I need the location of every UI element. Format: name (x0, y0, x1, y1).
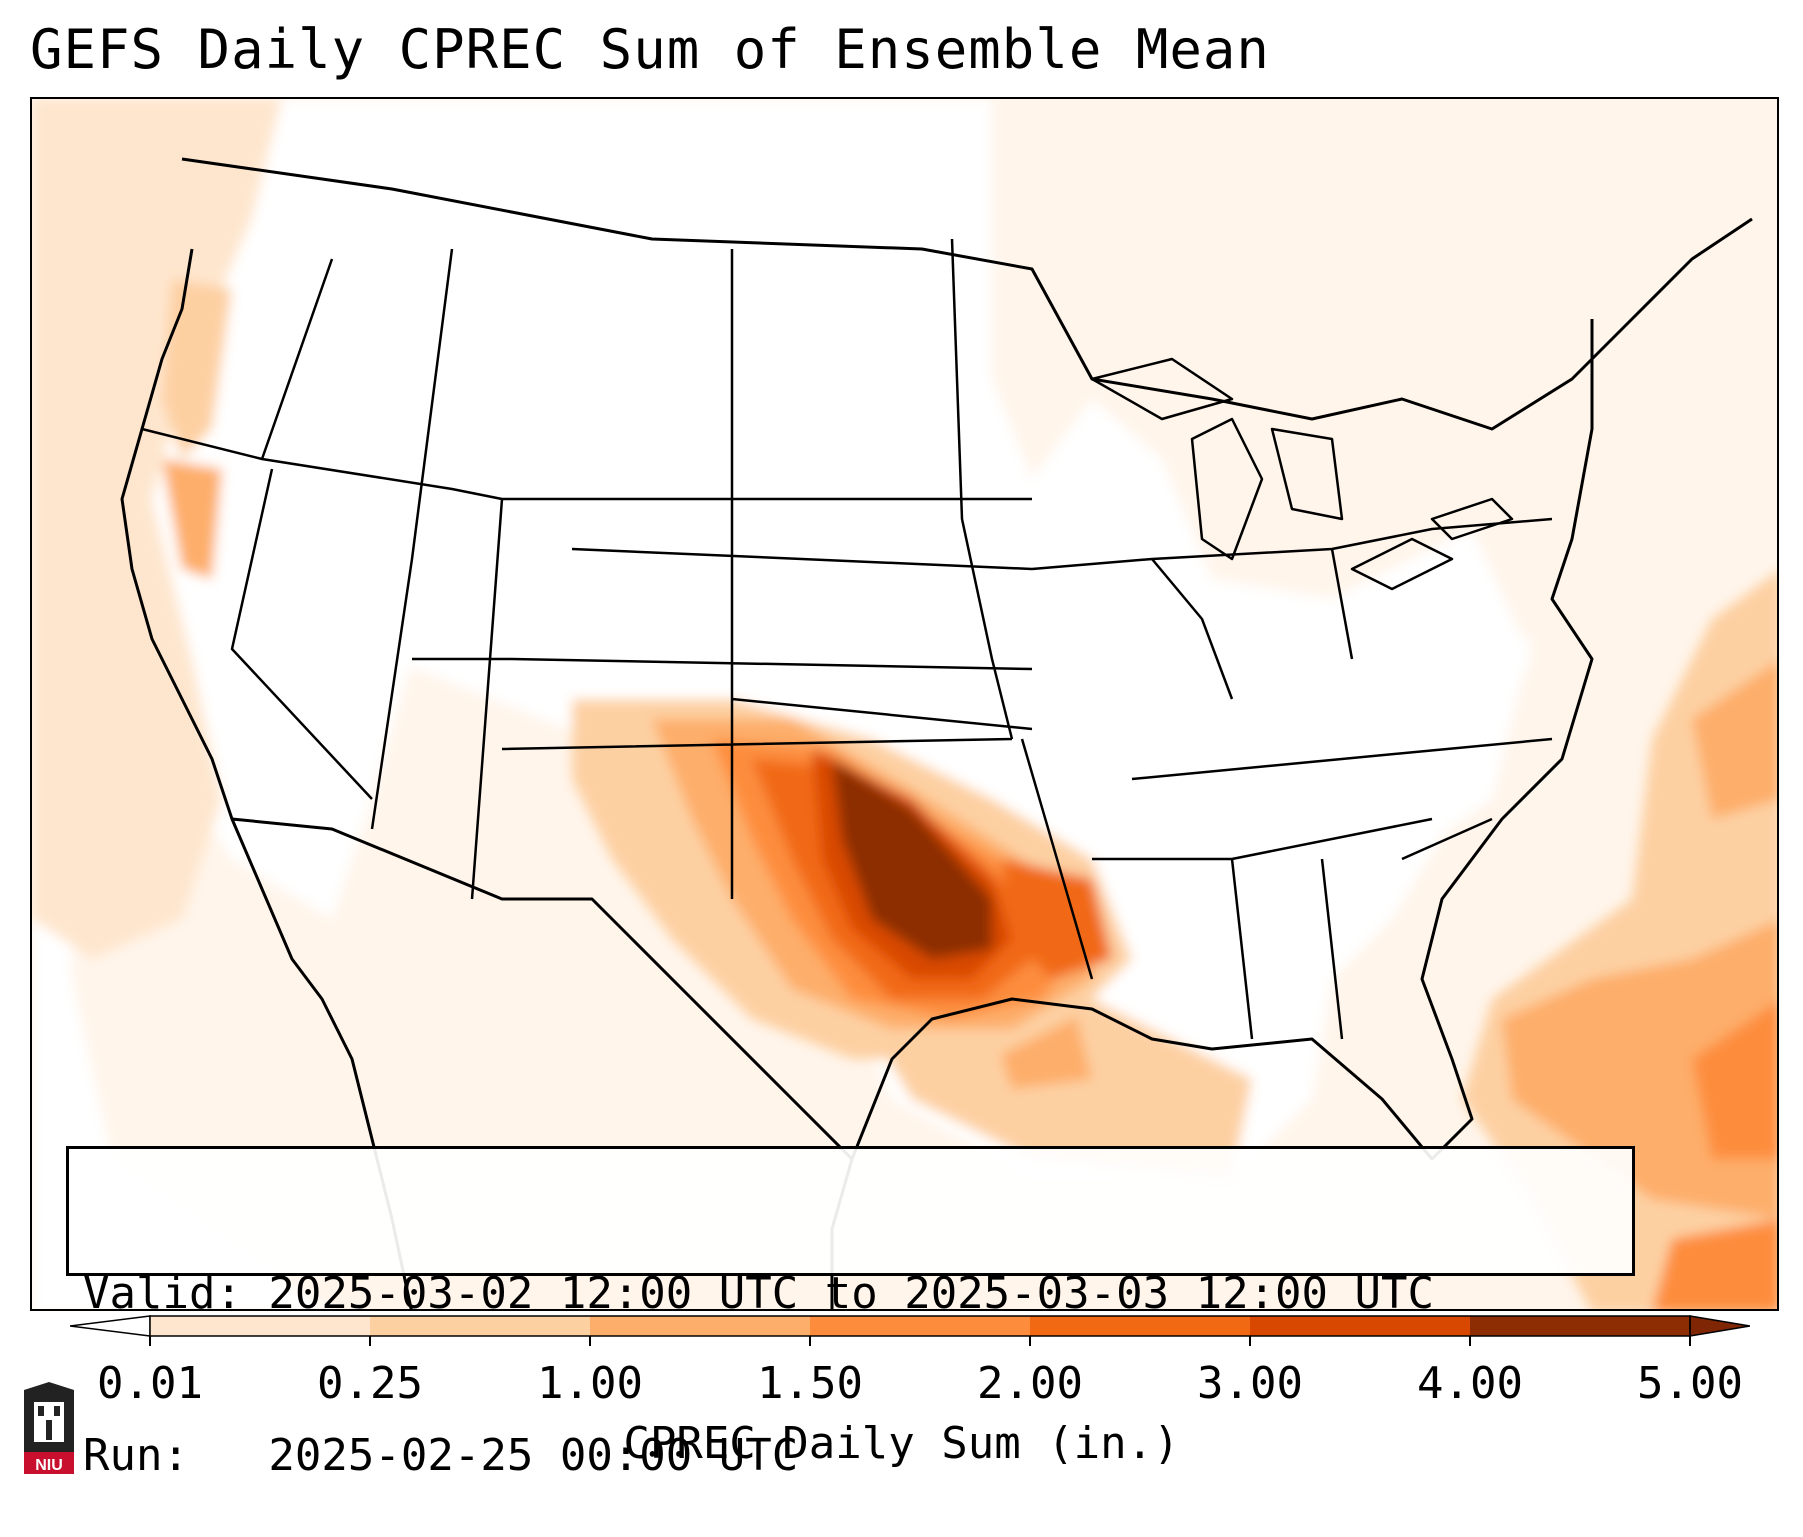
map-canvas (32, 99, 1777, 1309)
niu-logo: NIU (24, 1382, 74, 1474)
colorbar-tick-label: 5.00 (1637, 1358, 1743, 1409)
colorbar-segment (810, 1316, 1031, 1336)
colorbar-over-extend (1689, 1315, 1750, 1337)
colorbar-segment (1250, 1316, 1471, 1336)
colorbar-segment (150, 1316, 371, 1336)
valid-run-info-box: Valid: 2025-03-02 12:00 UTC to 2025-03-0… (66, 1146, 1635, 1481)
colorbar-segment (1030, 1316, 1251, 1336)
colorbar-outline (149, 1315, 1691, 1337)
colorbar-under-extend (70, 1315, 151, 1337)
colorbar-segment (370, 1316, 591, 1336)
run-time-text: Run: 2025-02-25 00:00 UTC (83, 1430, 799, 1481)
us-canada-border (181, 157, 1753, 431)
state-boundaries (141, 238, 1553, 1040)
colorbar-tick-label: 1.00 (537, 1358, 643, 1409)
map-title: GEFS Daily CPREC Sum of Ensemble Mean (30, 18, 1270, 81)
valid-time-text: Valid: 2025-03-02 12:00 UTC to 2025-03-0… (83, 1268, 1435, 1319)
colorbar-tick-label: 4.00 (1417, 1358, 1523, 1409)
colorbar-tick-label: 1.50 (757, 1358, 863, 1409)
colorbar (70, 1315, 1750, 1346)
precipitation-map (30, 97, 1779, 1311)
colorbar-tick-label: 3.00 (1197, 1358, 1303, 1409)
great-lakes (1090, 357, 1514, 591)
colorbar-tick-label: 0.25 (317, 1358, 423, 1409)
colorbar-tick-label: 2.00 (977, 1358, 1083, 1409)
mexico-border (231, 817, 854, 1161)
colorbar-label: CPREC Daily Sum (in.) (623, 1418, 1180, 1469)
niu-logo-text: NIU (35, 1457, 63, 1474)
pacific-coastline (120, 248, 413, 1309)
colorbar-segment (590, 1316, 811, 1336)
colorbar-tick-label: 0.01 (97, 1358, 203, 1409)
colorbar-segment (1470, 1316, 1691, 1336)
